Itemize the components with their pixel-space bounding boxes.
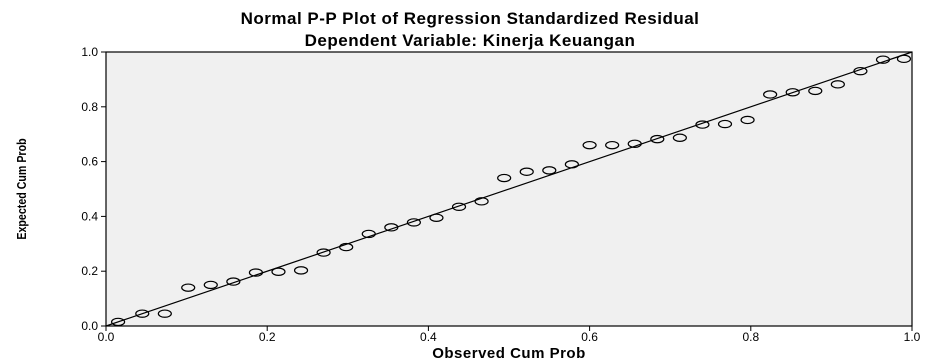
data-point (135, 309, 150, 318)
data-point (293, 266, 309, 275)
data-point (181, 283, 196, 292)
data-point (271, 267, 286, 276)
x-axis: 0.0 0.2 0.4 0.6 0.8 1.0 (98, 326, 921, 344)
data-point (429, 213, 444, 222)
data-point (582, 140, 597, 150)
reference-line (105, 51, 913, 327)
y-axis: 0.0 0.2 0.4 0.6 0.8 1.0 (81, 45, 106, 333)
x-tick-label: 0.4 (420, 330, 437, 344)
data-point (785, 88, 800, 97)
y-tick-label: 0.2 (81, 264, 98, 278)
data-point (361, 229, 376, 239)
data-point (110, 317, 126, 327)
x-axis-label: Observed Cum Prob (432, 345, 586, 360)
y-tick-label: 1.0 (81, 45, 98, 59)
y-tick-label: 0.8 (81, 100, 98, 114)
data-point (497, 173, 512, 183)
data-point (542, 166, 557, 175)
data-point (627, 139, 642, 148)
y-tick-label: 0.0 (81, 319, 98, 333)
x-tick-label: 1.0 (904, 330, 921, 344)
data-point (830, 80, 845, 89)
data-point (717, 119, 733, 129)
data-point (564, 160, 579, 169)
data-point (519, 167, 534, 176)
data-point (672, 133, 687, 142)
chart-title: Normal P-P Plot of Regression Standardiz… (241, 9, 700, 28)
data-point (896, 54, 912, 64)
data-point (226, 277, 241, 286)
x-tick-label: 0.6 (581, 330, 598, 344)
y-axis-label: Expected Cum Prob (14, 138, 29, 239)
chart-subtitle: Dependent Variable: Kinerja Keuangan (305, 31, 636, 50)
x-tick-label: 0.8 (742, 330, 759, 344)
data-point (474, 197, 489, 206)
y-tick-label: 0.6 (81, 155, 98, 169)
data-point (853, 66, 868, 76)
x-tick-label: 0.0 (98, 330, 115, 344)
data-point (339, 242, 354, 252)
data-point (384, 223, 399, 232)
data-point (248, 268, 264, 277)
data-point (605, 140, 620, 150)
data-point (406, 218, 421, 227)
data-point (451, 202, 467, 212)
data-point (808, 86, 823, 96)
data-point (203, 280, 218, 290)
data-point (695, 120, 710, 129)
data-point (875, 55, 891, 64)
data-points (110, 54, 912, 327)
data-point (316, 248, 331, 257)
y-tick-label: 0.4 (81, 209, 98, 223)
data-point (650, 134, 665, 144)
data-point (740, 115, 755, 125)
data-point (157, 309, 172, 318)
x-tick-label: 0.2 (259, 330, 276, 344)
data-point (763, 90, 778, 99)
